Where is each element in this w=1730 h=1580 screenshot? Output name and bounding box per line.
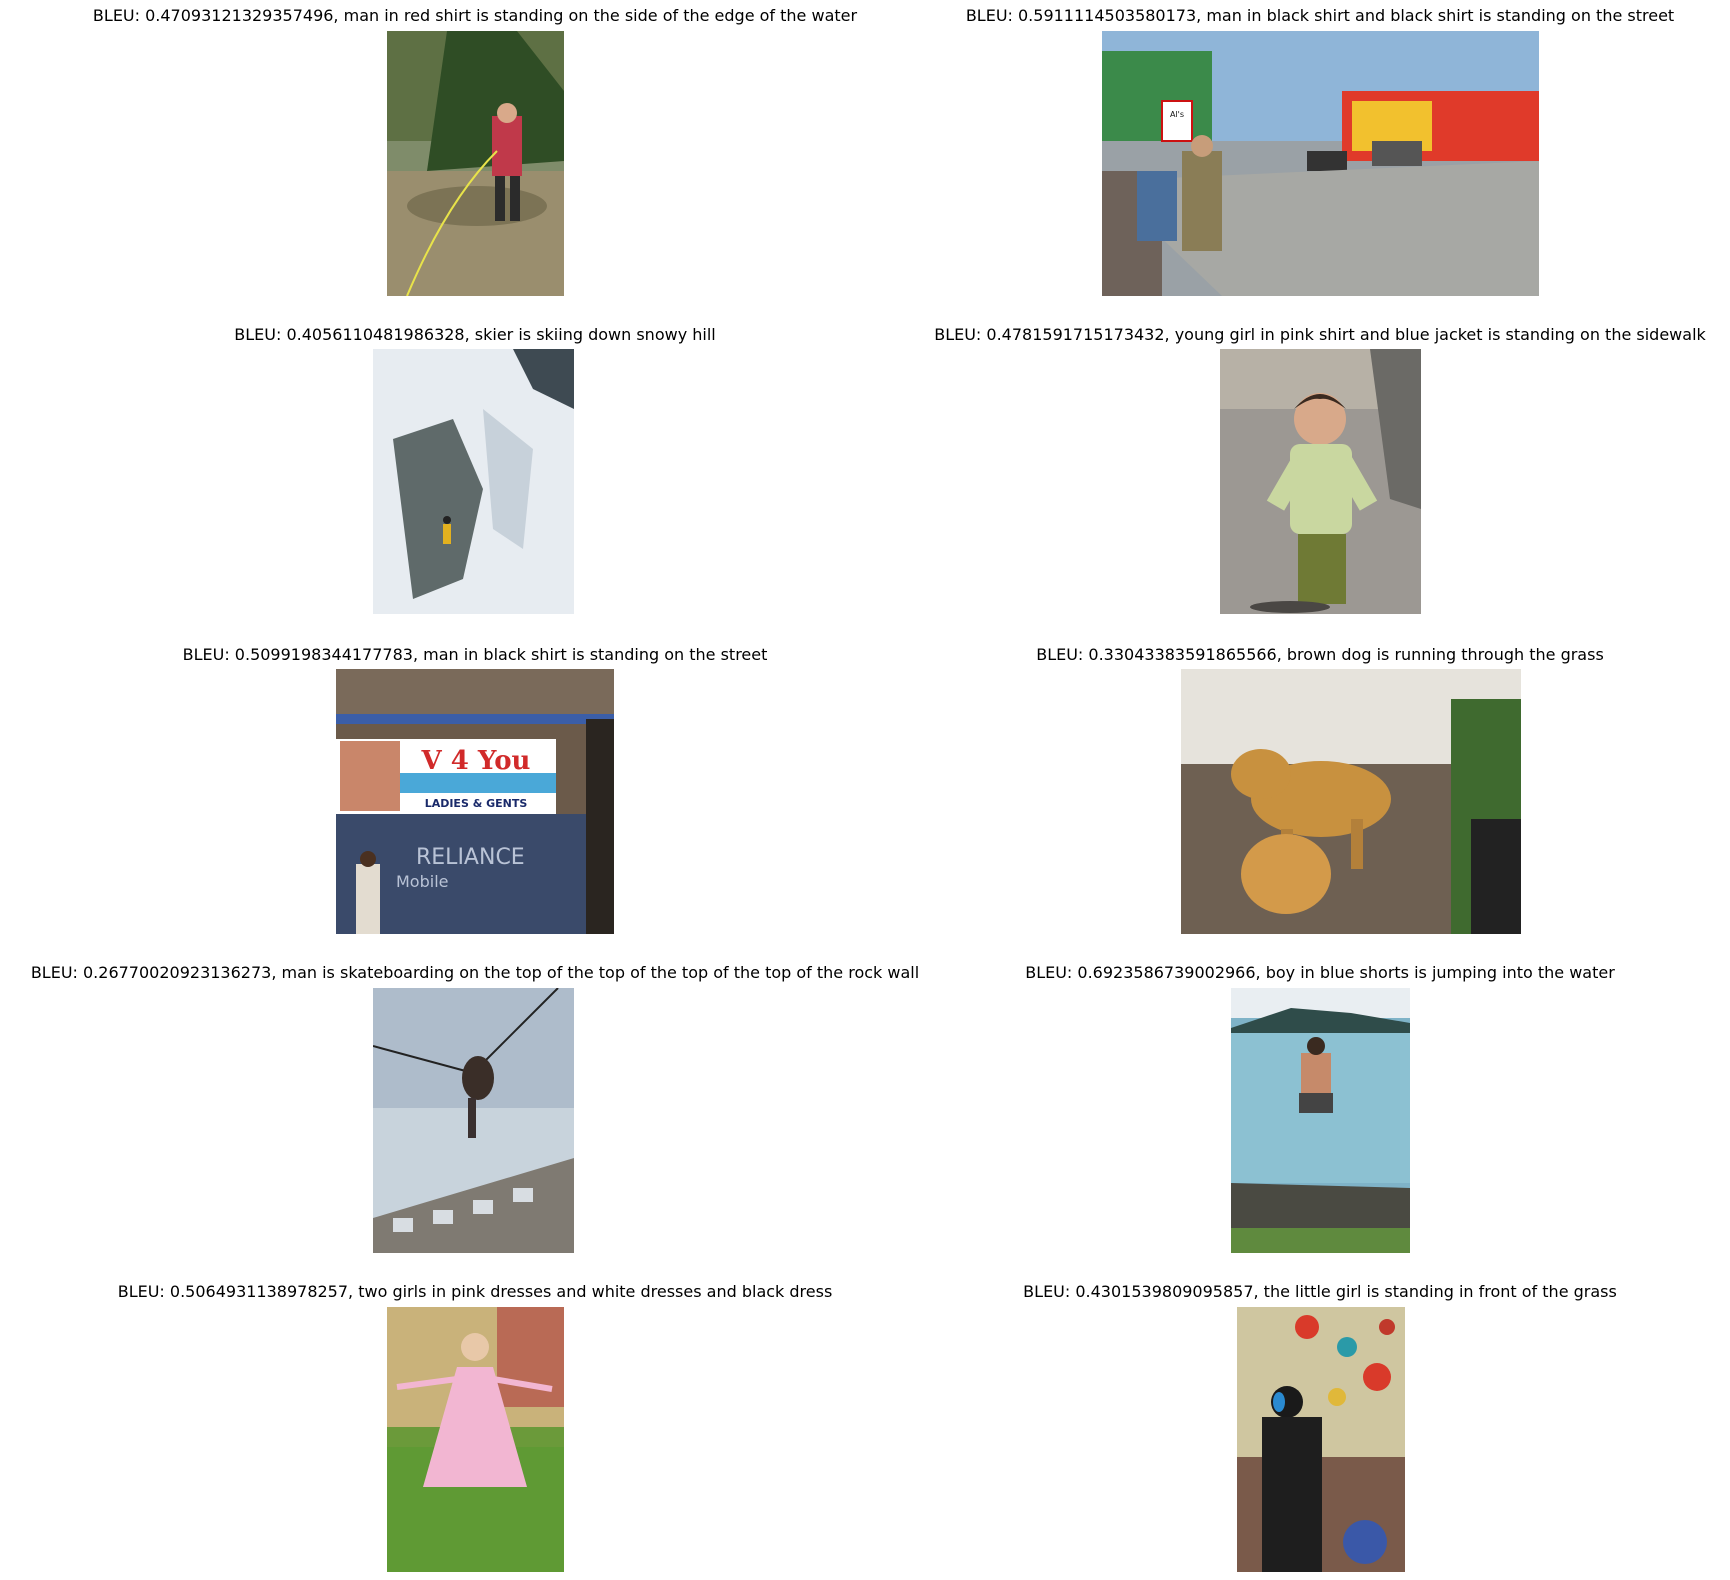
toddler-photo	[1220, 349, 1421, 614]
store-sign: V 4 You	[421, 746, 531, 776]
panel-caption: BLEU: 0.5099198344177783, man in black s…	[182, 645, 768, 664]
dogs-photo	[1121, 669, 1521, 934]
bungee-photo	[373, 988, 574, 1253]
panel-caption: BLEU: 0.4781591715173432, young girl in …	[934, 325, 1706, 344]
sign-text: Al's	[1170, 110, 1184, 119]
panel-caption: BLEU: 0.26770020923136273, man is skateb…	[30, 963, 920, 982]
panel-caption: BLEU: 0.4301539809095857, the little gir…	[1023, 1282, 1617, 1301]
panel-caption: BLEU: 0.5064931138978257, two girls in p…	[117, 1282, 833, 1301]
princess-photo	[387, 1307, 564, 1572]
panel-caption: BLEU: 0.6923586739002966, boy in blue sh…	[1025, 963, 1615, 982]
ornaments-photo	[1237, 1307, 1405, 1572]
mobile-text: Mobile	[396, 872, 448, 891]
ice-climb-photo	[373, 349, 574, 614]
fishing-photo	[387, 31, 564, 296]
store-subsign: LADIES & GENTS	[425, 797, 528, 810]
reliance-text: RELIANCE	[416, 845, 525, 870]
street-photo: Al's	[1102, 31, 1539, 296]
panel-caption: BLEU: 0.4056110481986328, skier is skiin…	[234, 325, 716, 344]
storefront-photo: V 4 You LADIES & GENTS RELIANCE Mobile	[336, 669, 614, 934]
lake-jump-photo	[1231, 988, 1410, 1253]
panel-caption: BLEU: 0.5911114503580173, man in black s…	[965, 6, 1675, 25]
panel-caption: BLEU: 0.47093121329357496, man in red sh…	[92, 6, 858, 25]
panel-caption: BLEU: 0.33043383591865566, brown dog is …	[1036, 645, 1604, 664]
